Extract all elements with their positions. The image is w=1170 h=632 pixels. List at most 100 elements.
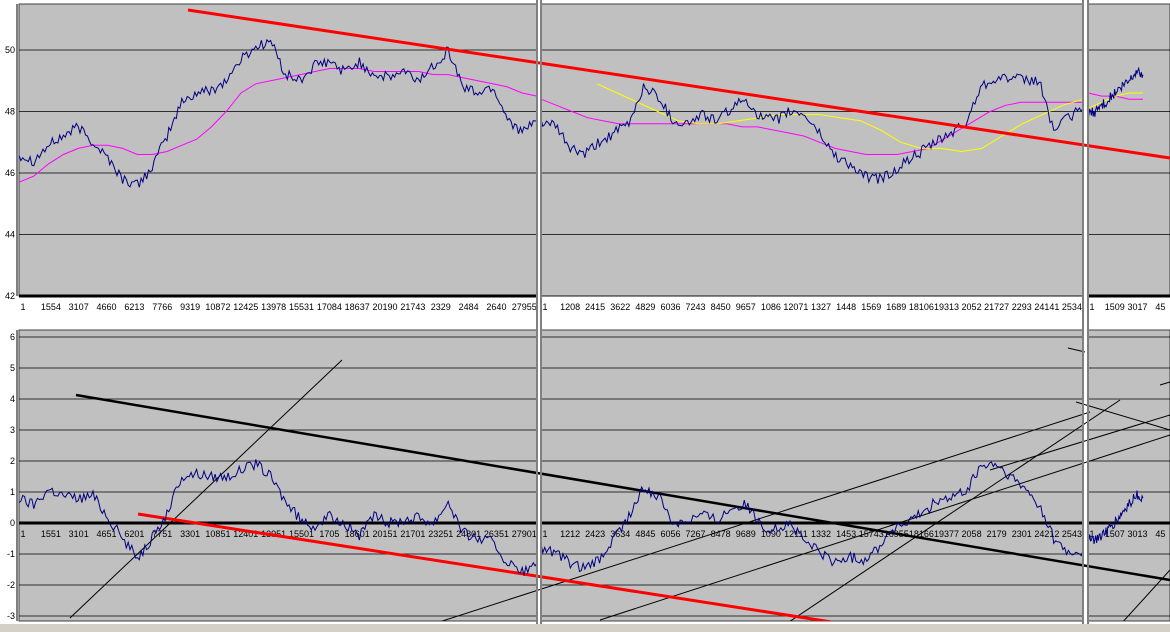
x-tick-label: 6036: [660, 302, 680, 312]
x-tick-label: 1090: [761, 529, 781, 539]
x-tick-label: 2423: [585, 529, 605, 539]
x-tick-label: 4660: [97, 302, 117, 312]
x-tick-label: 2179: [987, 529, 1007, 539]
x-tick-label: 21727: [984, 302, 1009, 312]
x-tick-label: 24801: [456, 529, 481, 539]
x-tick-label: 6213: [124, 302, 144, 312]
x-tick-label: 3017: [1128, 302, 1148, 312]
y-tick-label: 4: [10, 394, 15, 404]
x-tick-label: 15743: [859, 529, 884, 539]
y-tick-label: 5: [10, 363, 15, 373]
x-tick-label: 1448: [836, 302, 856, 312]
y-tick-label: -1: [7, 549, 15, 559]
x-tick-label: 4651: [97, 529, 117, 539]
x-tick-label: 2293: [1012, 302, 1032, 312]
x-tick-label: 20151: [373, 529, 398, 539]
x-tick-label: 1507: [1105, 529, 1125, 539]
sheet-tab-strip: [0, 624, 1170, 632]
x-tick-label: 12425: [233, 302, 258, 312]
x-tick-label: 19313: [934, 302, 959, 312]
x-tick-label: 1569: [861, 302, 881, 312]
trendline-thin: [1075, 401, 1170, 431]
x-tick-label: 23251: [428, 529, 453, 539]
x-tick-label: 1509: [1105, 302, 1125, 312]
x-tick-label: 1: [20, 529, 25, 539]
x-tick-label: 45: [1155, 529, 1165, 539]
y-tick-label: 6: [10, 332, 15, 342]
x-tick-label: 20190: [373, 302, 398, 312]
x-tick-label: 18637: [345, 302, 370, 312]
x-tick-label: 2058: [962, 529, 982, 539]
x-tick-label: 8450: [711, 302, 731, 312]
x-tick-label: 6056: [660, 529, 680, 539]
x-tick-label: 1: [20, 302, 25, 312]
x-tick-label: 2484: [459, 302, 479, 312]
x-tick-label: 1: [542, 302, 547, 312]
x-tick-label: 15531: [289, 302, 314, 312]
x-tick-label: 26351: [484, 529, 509, 539]
plot-panel-2-1: [18, 329, 538, 622]
y-tick-label: 48: [5, 107, 15, 117]
x-tick-label: 24212: [1034, 529, 1059, 539]
x-tick-label: 3107: [69, 302, 89, 312]
trendline-group: [69, 347, 1170, 621]
x-tick-label: 1: [1089, 302, 1094, 312]
y-tick-label: 0: [10, 518, 15, 528]
x-tick-label: 18106: [909, 302, 934, 312]
x-tick-label: 9319: [180, 302, 200, 312]
x-tick-label: 1689: [886, 302, 906, 312]
x-tick-label: 17084: [317, 302, 342, 312]
x-tick-label: 2534: [1062, 302, 1082, 312]
series-moving-average: [18, 68, 538, 183]
plot-panel-2-2: [540, 329, 1084, 622]
x-tick-label: 7751: [152, 529, 172, 539]
x-tick-label: 1212: [560, 529, 580, 539]
x-tick-label: 3301: [180, 529, 200, 539]
x-tick-label: 3013: [1128, 529, 1148, 539]
x-tick-label: 1: [1089, 529, 1094, 539]
x-tick-label: 2543: [1062, 529, 1082, 539]
trendline-black: [75, 393, 1170, 582]
y-tick-label: 50: [5, 45, 15, 55]
x-tick-label: 18166: [909, 529, 934, 539]
x-tick-label: 2415: [585, 302, 605, 312]
y-tick-label: -2: [7, 580, 15, 590]
y-tick-label: 46: [5, 168, 15, 178]
x-tick-label: 2052: [962, 302, 982, 312]
x-tick-label: 45: [1155, 302, 1165, 312]
x-tick-label: 15501: [289, 529, 314, 539]
x-tick-label: 1554: [41, 302, 61, 312]
trendline-thin: [69, 359, 343, 619]
x-tick-label: 1327: [811, 302, 831, 312]
trendline-thin: [989, 414, 1170, 471]
x-tick-label: 12401: [233, 529, 258, 539]
plot-panel-1-2: [540, 3, 1084, 297]
y-tick-label: 2: [10, 456, 15, 466]
trendline-thin: [599, 434, 1170, 621]
series-oscillator: [1087, 490, 1144, 544]
x-tick-label: 6201: [124, 529, 144, 539]
x-tick-label: 3101: [69, 529, 89, 539]
series-price: [1087, 66, 1144, 120]
x-tick-label: 3622: [610, 302, 630, 312]
x-tick-label: 4845: [635, 529, 655, 539]
x-tick-label: 27901: [512, 529, 537, 539]
x-tick-label: 10872: [205, 302, 230, 312]
y-tick-label: 1: [10, 487, 15, 497]
y-tick-label: 3: [10, 425, 15, 435]
x-tick-label: 3634: [610, 529, 630, 539]
x-tick-label: 21743: [400, 302, 425, 312]
series-oscillator: [540, 461, 1084, 573]
y-tick-label: 44: [5, 230, 15, 240]
series-price: [18, 38, 538, 188]
x-tick-label: 13978: [261, 302, 286, 312]
y-tick-label: -3: [7, 611, 15, 621]
x-tick-label: 8478: [711, 529, 731, 539]
x-tick-label: 7267: [686, 529, 706, 539]
trendline-resistance: [187, 8, 1170, 160]
x-tick-label: 27955: [512, 302, 537, 312]
x-tick-label: 7766: [152, 302, 172, 312]
x-tick-label: 9689: [736, 529, 756, 539]
x-tick-label: 1208: [560, 302, 580, 312]
x-tick-label: 1551: [41, 529, 61, 539]
